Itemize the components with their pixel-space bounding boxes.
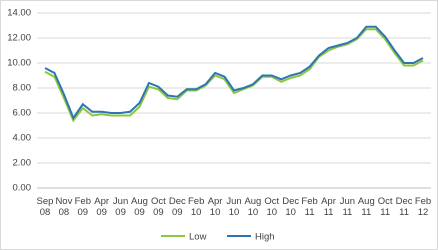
x-tick-label: Feb 10 <box>188 196 205 218</box>
line-series <box>44 25 424 121</box>
x-tick-label: Feb 11 <box>301 196 318 218</box>
legend-label: Low <box>189 232 207 243</box>
x-tick-label: Oct 10 <box>264 196 280 218</box>
x-tick-label: Jun 10 <box>226 196 242 218</box>
x-tick-label: Nov 08 <box>55 196 73 218</box>
x-tick-label: Oct 11 <box>377 196 393 218</box>
y-tick-label: 14.00 <box>7 8 31 19</box>
y-tick-label: 2.00 <box>13 158 32 169</box>
x-tick-label: Apr 09 <box>94 196 110 218</box>
x-tick-label: Sep 08 <box>36 196 54 218</box>
x-tick-label: Feb 12 <box>414 196 432 218</box>
x-tick-label: Dec 10 <box>282 196 300 218</box>
y-tick-label: 8.00 <box>13 83 32 94</box>
x-tick-label: Jun 09 <box>112 196 129 218</box>
legend-label: High <box>255 232 275 243</box>
y-tick-label: 6.00 <box>13 108 32 119</box>
x-tick-label: Apr 10 <box>207 196 223 218</box>
x-tick-label: Aug 09 <box>131 196 148 218</box>
x-tick-label: Dec 11 <box>395 196 413 218</box>
x-tick-label: Aug 11 <box>357 196 375 218</box>
y-tick-label: 10.00 <box>7 58 31 69</box>
x-tick-label: Aug 10 <box>244 196 262 218</box>
x-tick-label: Jun 11 <box>339 196 356 218</box>
x-tick-label: Oct 09 <box>151 196 166 218</box>
x-tick-label: Dec 09 <box>168 196 186 218</box>
x-tick-label: Apr 11 <box>321 196 336 218</box>
line-series <box>44 28 424 123</box>
y-tick-label: 4.00 <box>13 133 32 144</box>
y-tick-label: 0.00 <box>13 183 32 194</box>
y-tick-label: 12.00 <box>7 33 31 44</box>
x-tick-label: Feb 09 <box>74 196 91 218</box>
